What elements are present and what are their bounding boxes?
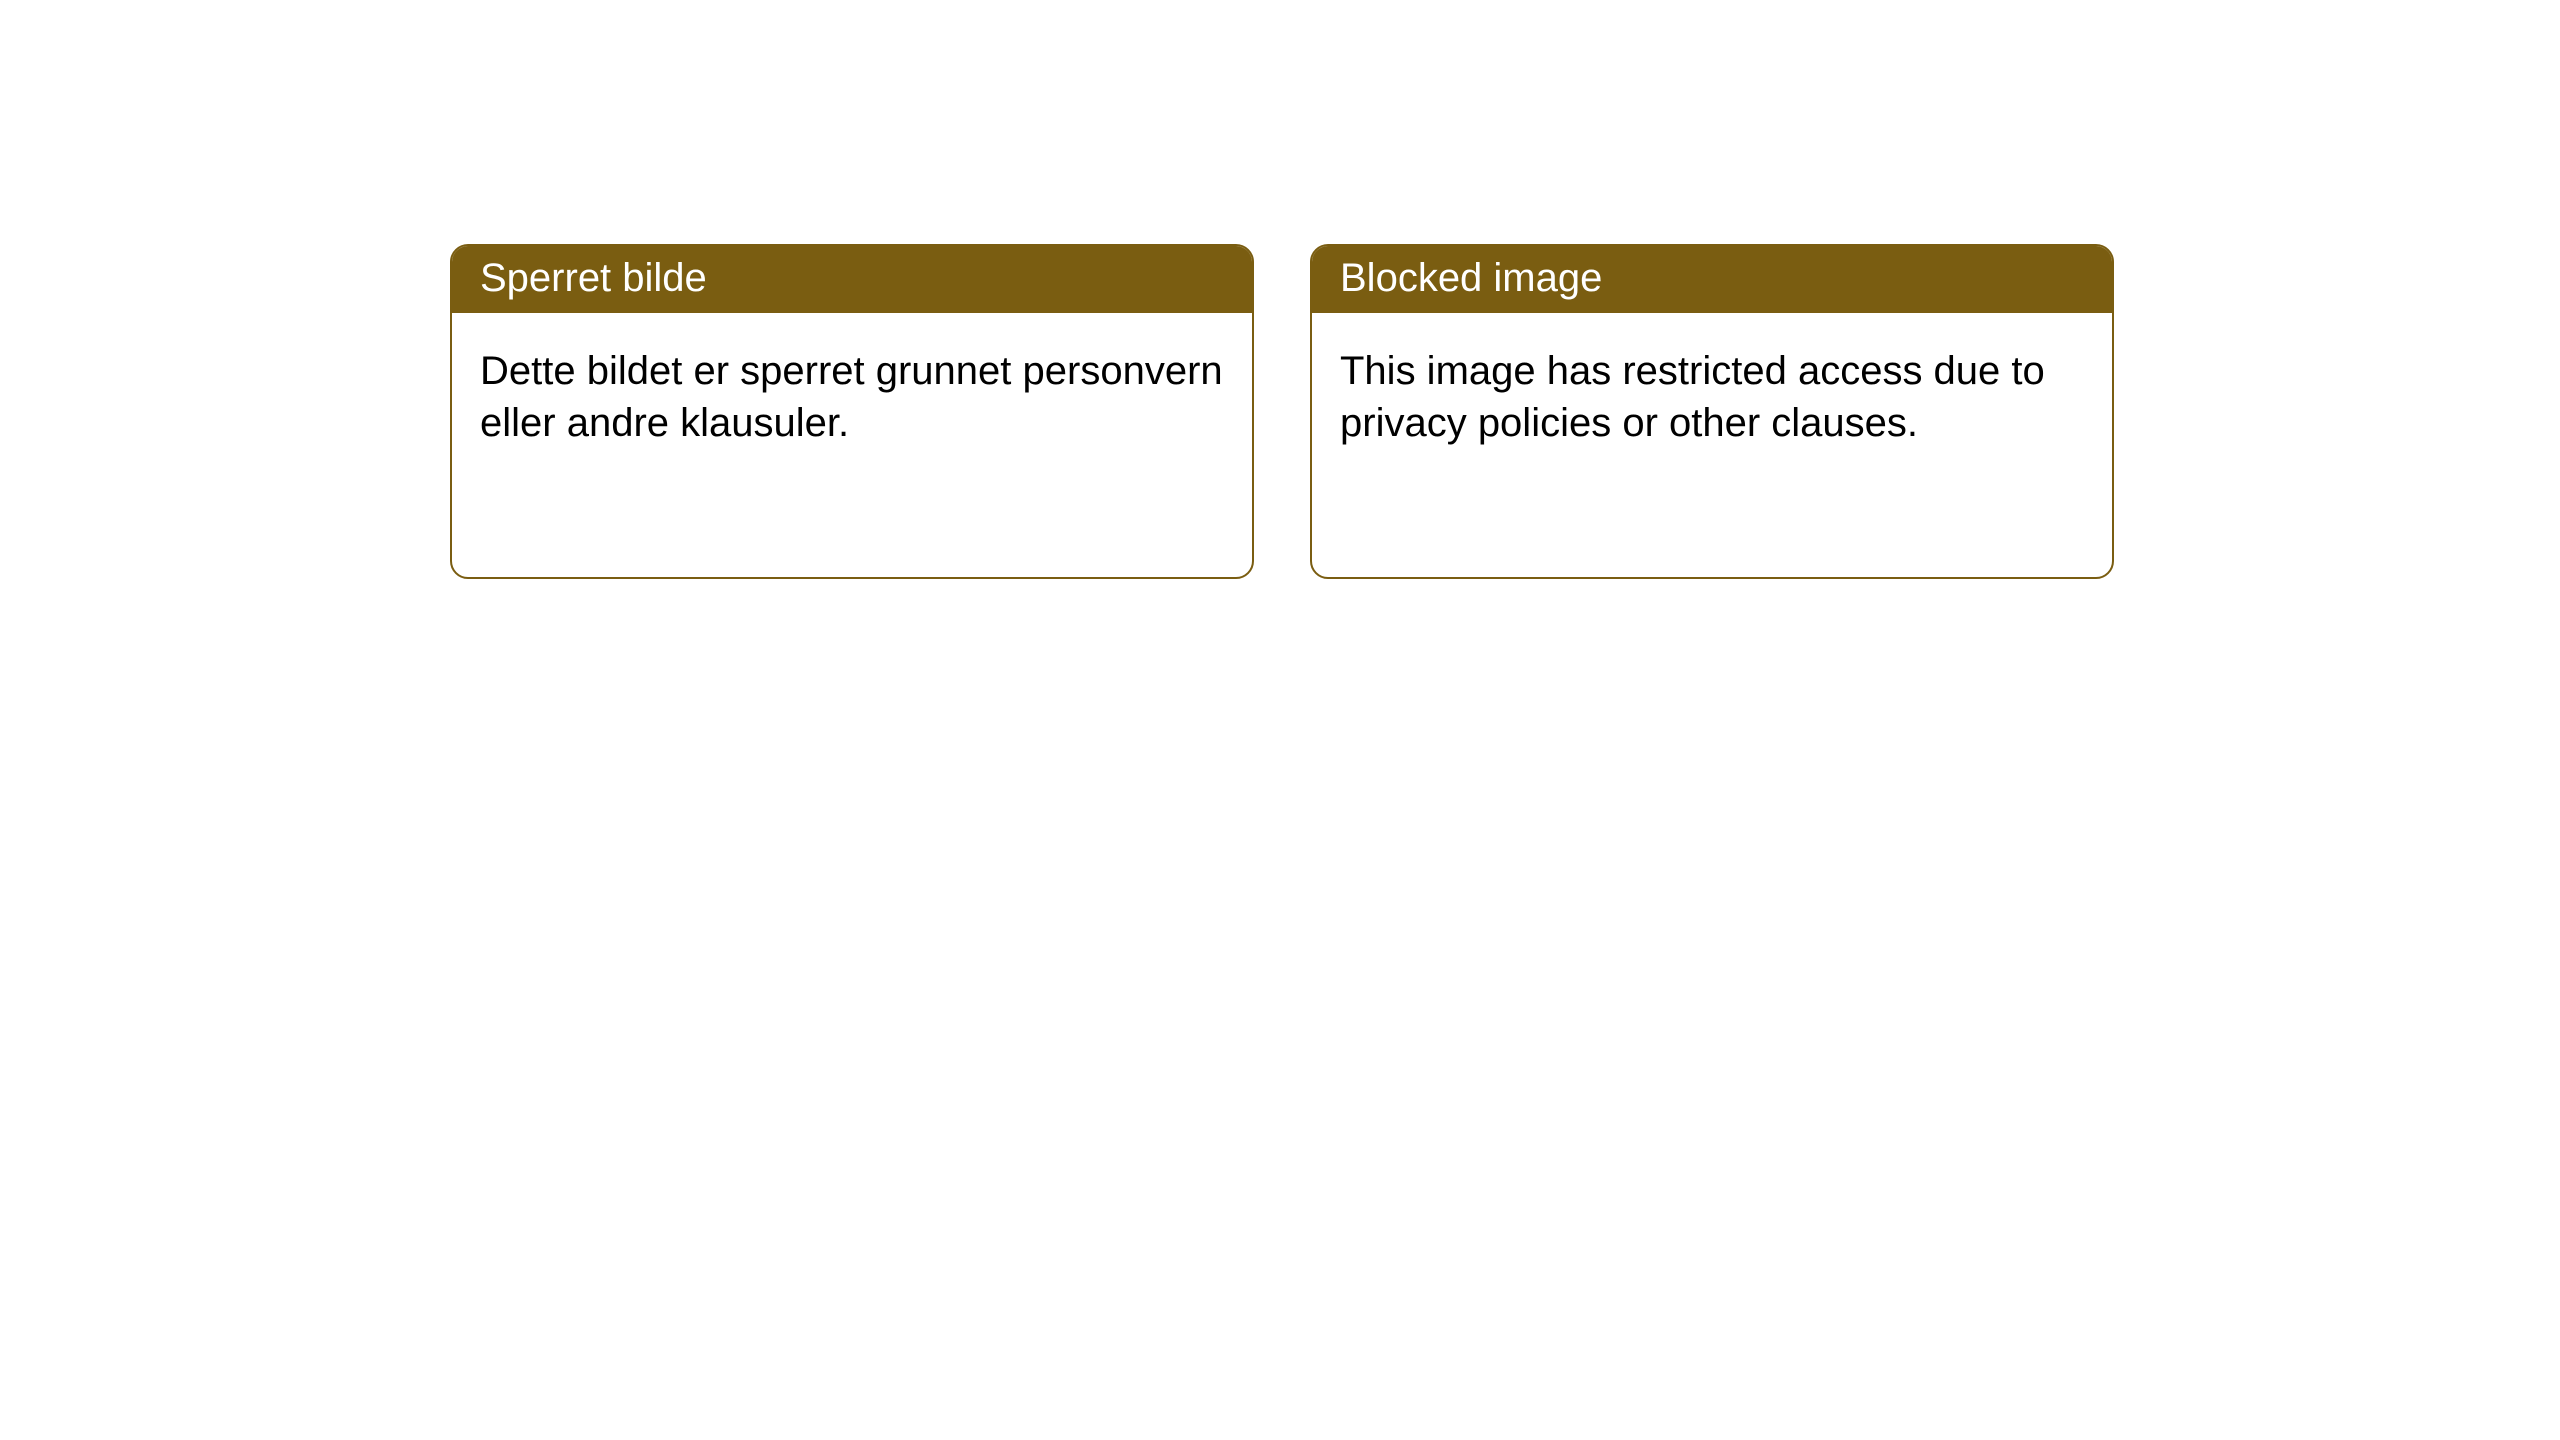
notice-card-norwegian: Sperret bilde Dette bildet er sperret gr… bbox=[450, 244, 1254, 579]
notice-title-norwegian: Sperret bilde bbox=[452, 246, 1252, 313]
notice-container: Sperret bilde Dette bildet er sperret gr… bbox=[0, 0, 2560, 579]
notice-body-norwegian: Dette bildet er sperret grunnet personve… bbox=[452, 313, 1252, 481]
notice-title-english: Blocked image bbox=[1312, 246, 2112, 313]
notice-card-english: Blocked image This image has restricted … bbox=[1310, 244, 2114, 579]
notice-body-english: This image has restricted access due to … bbox=[1312, 313, 2112, 481]
